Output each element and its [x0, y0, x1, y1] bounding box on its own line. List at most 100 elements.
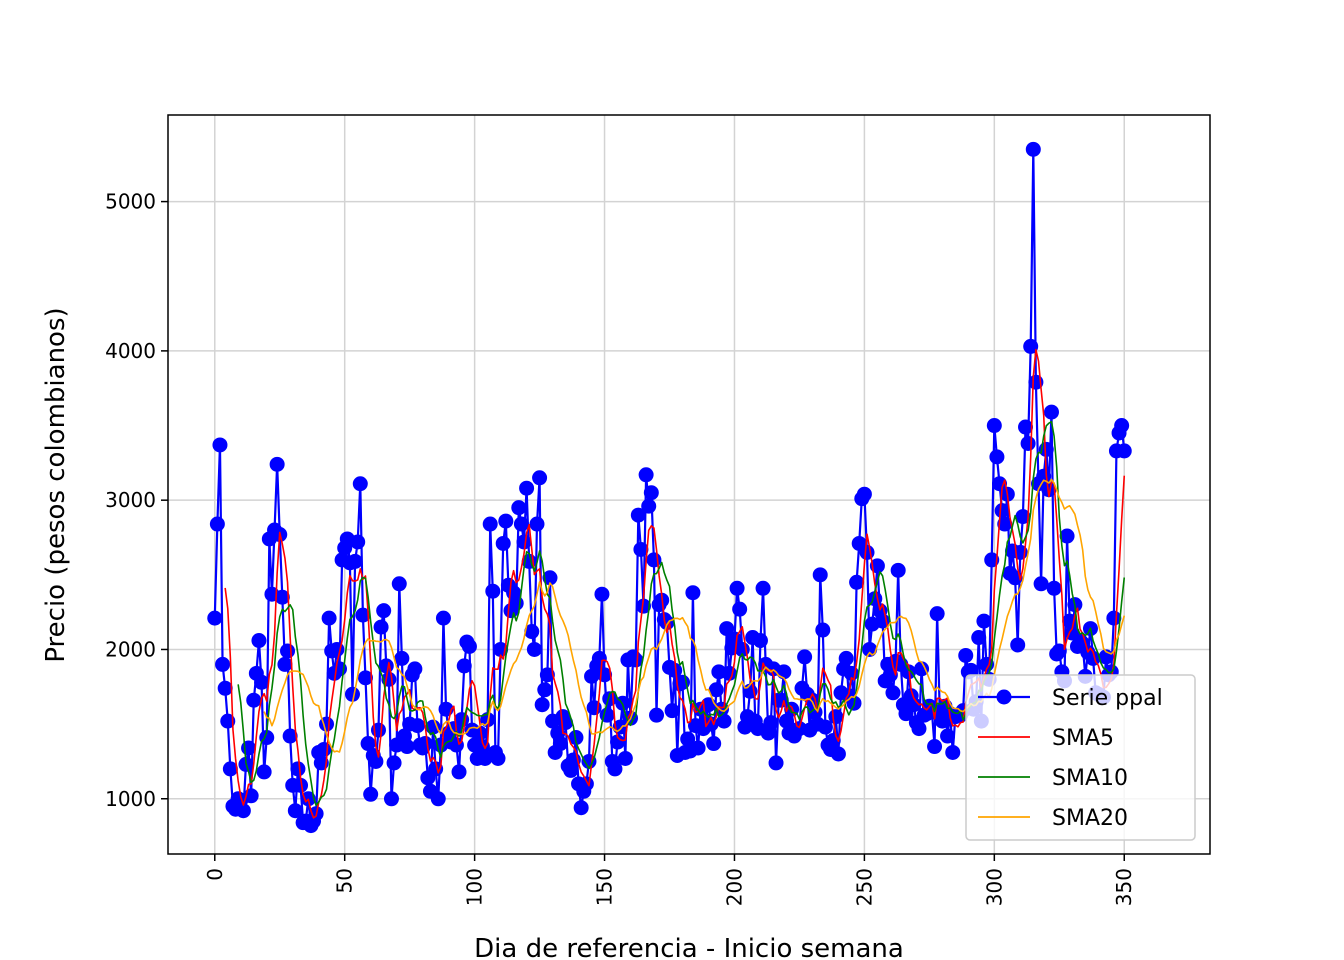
- data-point: [680, 731, 696, 747]
- data-point: [591, 650, 607, 666]
- data-point: [407, 661, 423, 677]
- data-point: [659, 615, 675, 631]
- data-point: [485, 583, 501, 599]
- data-point: [383, 791, 399, 807]
- x-tick-label: 250: [852, 868, 876, 906]
- data-point: [277, 656, 293, 672]
- data-point: [812, 567, 828, 583]
- data-point: [685, 585, 701, 601]
- data-point: [241, 740, 257, 756]
- data-point: [768, 755, 784, 771]
- data-point: [706, 736, 722, 752]
- legend-box: [965, 674, 1196, 841]
- data-point: [885, 685, 901, 701]
- data-point: [945, 744, 961, 760]
- data-point: [755, 580, 771, 596]
- data-point: [355, 607, 371, 623]
- legend-label: Serie ppal: [1052, 686, 1163, 711]
- data-point: [399, 739, 415, 755]
- x-tick-label: 100: [463, 868, 487, 906]
- data-point: [350, 534, 366, 550]
- data-point: [859, 544, 875, 560]
- axis-ticks: 0 50 100 150 200 250 300 350 1000 2000 3000 4000 500…: [105, 190, 1136, 907]
- data-point: [482, 516, 498, 532]
- data-point: [246, 692, 262, 708]
- data-point: [282, 728, 298, 744]
- data-point: [963, 662, 979, 678]
- data-point: [209, 516, 225, 532]
- data-point: [430, 791, 446, 807]
- y-tick-label: 5000: [105, 190, 156, 214]
- data-point: [552, 736, 568, 752]
- data-point: [220, 713, 236, 729]
- data-point: [329, 641, 345, 657]
- data-point: [633, 541, 649, 557]
- data-point: [1114, 418, 1130, 434]
- y-tick-label: 4000: [105, 339, 156, 363]
- x-tick-label: 300: [982, 868, 1006, 906]
- data-point: [906, 697, 922, 713]
- data-point: [376, 603, 392, 619]
- data-point: [386, 755, 402, 771]
- data-point: [409, 718, 425, 734]
- data-point: [472, 725, 488, 741]
- data-point: [537, 682, 553, 698]
- data-point: [215, 656, 231, 672]
- data-point: [643, 485, 659, 501]
- data-point: [360, 736, 376, 752]
- data-point: [1023, 338, 1039, 354]
- data-point: [1106, 610, 1122, 626]
- legend-label: SMA10: [1052, 766, 1128, 791]
- data-point: [363, 786, 379, 802]
- data-point: [641, 498, 657, 514]
- data-point: [461, 638, 477, 654]
- data-point: [716, 713, 732, 729]
- data-point: [646, 552, 662, 568]
- data-point: [690, 740, 706, 756]
- data-point: [778, 713, 794, 729]
- data-point: [617, 750, 633, 766]
- data-point: [890, 562, 906, 578]
- data-point: [513, 516, 529, 532]
- data-point: [490, 750, 506, 766]
- grid-lines: [168, 115, 1210, 854]
- data-point: [578, 776, 594, 792]
- data-point: [1018, 419, 1034, 435]
- y-tick-label: 1000: [105, 787, 156, 811]
- legend-label: SMA5: [1052, 726, 1114, 751]
- data-point: [428, 761, 444, 777]
- x-axis-label: Dia de referencia - Inicio semana: [474, 934, 904, 960]
- data-point: [817, 719, 833, 735]
- x-tick-label: 150: [593, 868, 617, 906]
- data-point: [1020, 435, 1036, 451]
- data-point: [958, 647, 974, 663]
- data-point: [526, 641, 542, 657]
- y-tick-label: 3000: [105, 488, 156, 512]
- y-tick-label: 2000: [105, 637, 156, 661]
- data-point: [516, 534, 532, 550]
- data-point: [1059, 528, 1075, 544]
- x-tick-label: 200: [722, 868, 746, 906]
- data-point: [435, 610, 451, 626]
- data-point: [927, 739, 943, 755]
- data-point: [815, 622, 831, 638]
- data-point: [752, 633, 768, 649]
- data-point: [719, 621, 735, 637]
- data-point: [940, 728, 956, 744]
- data-point: [417, 736, 433, 752]
- data-point: [391, 576, 407, 592]
- data-point: [763, 715, 779, 731]
- data-point: [667, 662, 683, 678]
- data-point: [1046, 580, 1062, 596]
- x-tick-label: 350: [1112, 868, 1136, 906]
- data-point: [539, 667, 555, 683]
- data-point: [607, 761, 623, 777]
- data-point: [290, 761, 306, 777]
- data-point: [721, 665, 737, 681]
- data-point: [524, 624, 540, 640]
- data-point: [1033, 576, 1049, 592]
- data-point: [628, 652, 644, 668]
- data-point: [649, 707, 665, 723]
- data-point: [511, 500, 527, 516]
- data-point: [542, 570, 558, 586]
